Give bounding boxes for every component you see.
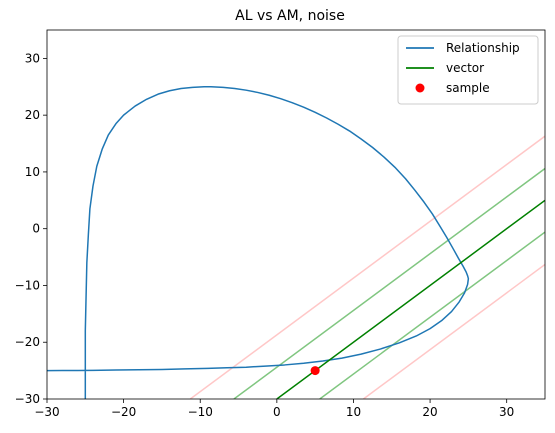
legend-box <box>397 35 539 105</box>
y-tick-label: −20 <box>15 335 40 349</box>
legend-vector-label: vector <box>446 61 484 75</box>
band-line-4 <box>362 263 545 399</box>
y-tick-label: 20 <box>25 108 40 122</box>
x-tick-label: 30 <box>499 405 514 419</box>
band-line-3 <box>189 135 545 399</box>
relationship-curve <box>47 86 470 399</box>
band-line-2 <box>319 231 545 399</box>
legend-relationship-label: Relationship <box>446 41 520 55</box>
chart-title: AL vs AM, noise <box>235 8 345 24</box>
x-tick-label: −10 <box>188 405 213 419</box>
legend: Relationship vector sample <box>397 35 539 105</box>
x-tick-label: 20 <box>422 405 437 419</box>
x-tick-label: 0 <box>273 405 281 419</box>
band-line-1 <box>233 167 545 399</box>
axes-frame <box>46 29 546 400</box>
y-tick-label: −10 <box>15 278 40 292</box>
y-tick-label: 10 <box>25 165 40 179</box>
y-tick-label: −30 <box>15 392 40 406</box>
x-tick-label: −30 <box>34 405 59 419</box>
vector-line <box>276 199 545 399</box>
plot-area <box>47 86 545 399</box>
y-tick-label: 0 <box>32 222 40 236</box>
axes: −30 −20 −10 0 10 20 30 −30 −20 −10 0 10 20 30 <box>15 29 546 419</box>
y-tick-label: 30 <box>25 51 40 65</box>
x-tick-label: −20 <box>111 405 136 419</box>
sample-point <box>310 366 320 376</box>
legend-sample-label: sample <box>446 81 490 95</box>
x-tick-label: 10 <box>346 405 361 419</box>
legend-sample-swatch <box>415 83 425 93</box>
